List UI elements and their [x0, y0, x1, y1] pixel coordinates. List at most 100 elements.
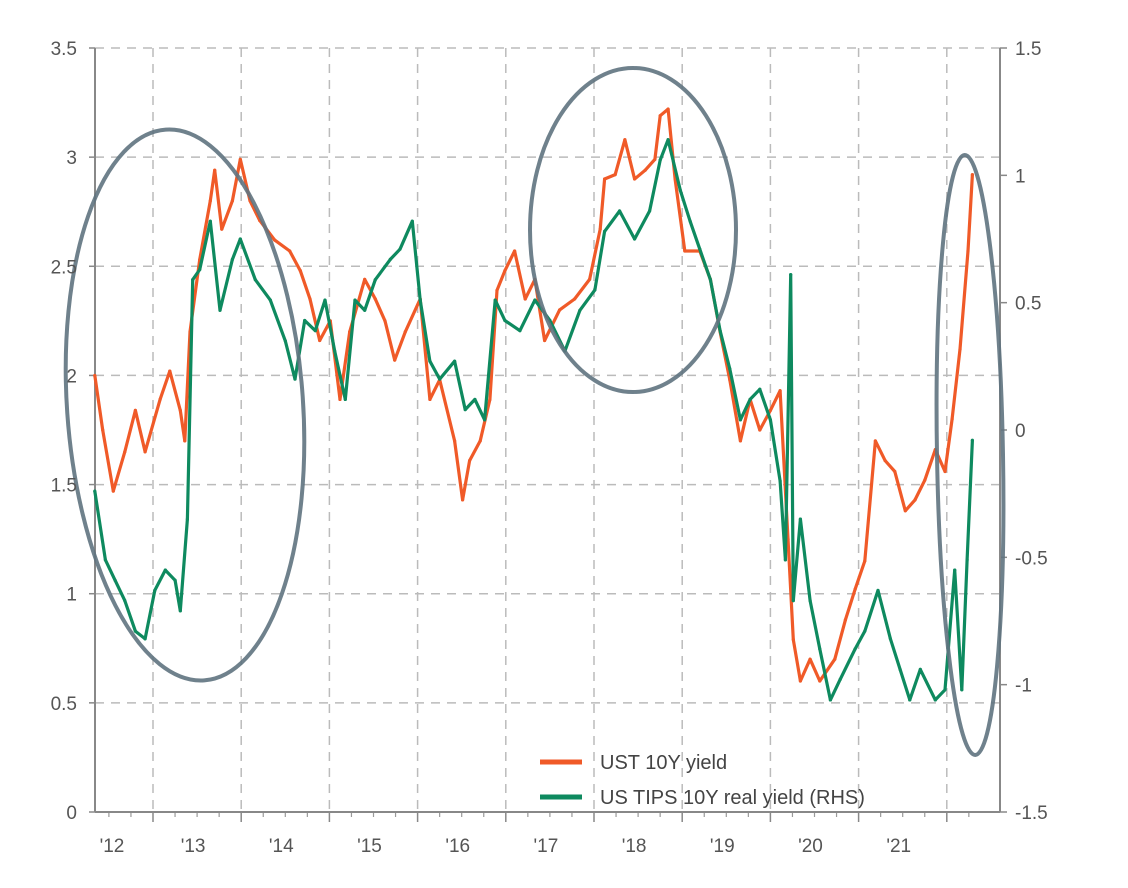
tips-data-point [218, 308, 222, 312]
ust-data-point [273, 238, 277, 242]
tips-data-point [818, 647, 822, 651]
x-tick-label: '21 [886, 836, 911, 857]
ust-data-point [653, 157, 657, 161]
tips-data-point [960, 688, 964, 692]
tips-data-point [666, 138, 670, 142]
ust-data-point [950, 417, 954, 421]
tips-data-point [518, 329, 522, 333]
tips-data-point [503, 318, 507, 323]
tips-data-point [418, 298, 422, 302]
ust-data-point [428, 397, 432, 402]
ust-data-point [587, 277, 592, 281]
ust-data-point [863, 559, 867, 563]
tips-data-point [933, 698, 937, 702]
series-lines [93, 107, 974, 702]
tips-data-point [718, 329, 722, 333]
ust-data-point [288, 249, 292, 253]
tips-data-point [191, 278, 195, 282]
tips-data-point [283, 339, 287, 343]
tips-data-point [103, 558, 107, 562]
y-left-tick-label: 3 [66, 148, 77, 169]
ust-data-point [495, 288, 499, 292]
legend-label-ust: UST 10Y yield [600, 752, 727, 774]
x-tick-label: '12 [100, 836, 125, 857]
ust-data-point [853, 587, 857, 591]
ust-data-point [338, 397, 342, 402]
tips-data-point [808, 599, 812, 603]
tips-data-point [113, 578, 117, 582]
ust-data-point [183, 439, 187, 443]
ust-data-point [683, 249, 687, 253]
ust-data-point [133, 408, 137, 412]
ust-data-point [873, 439, 877, 443]
gridlines [95, 47, 1000, 812]
highlight-ellipse-2022 [934, 153, 1006, 757]
ust-data-point [168, 369, 172, 373]
ust-data-point [572, 297, 577, 301]
tips-data-point [238, 237, 242, 241]
tips-data-point [123, 599, 127, 603]
tips-data-point [93, 489, 97, 493]
ust-data-point [453, 439, 457, 443]
x-tick-label: '17 [534, 836, 559, 857]
tips-data-point [593, 288, 597, 292]
tips-data-point [863, 629, 867, 633]
tips-data-point [533, 298, 537, 302]
tips-data-point [230, 257, 234, 261]
tips-data-point [208, 219, 212, 223]
x-tick-label: '16 [445, 836, 470, 857]
tips-data-point [133, 629, 137, 633]
axes [89, 47, 1007, 822]
ust-data-point [523, 297, 527, 301]
y-left-tick-label: 2 [66, 366, 77, 387]
ust-data-point [178, 408, 182, 412]
tips-data-point [163, 568, 167, 572]
ust-data-point [758, 428, 762, 432]
y-left-tick-label: 0.5 [51, 694, 77, 715]
y-right-tick-label: -1.5 [1015, 803, 1048, 824]
tips-data-point [965, 558, 969, 562]
tips-data-point [333, 349, 337, 353]
ust-data-point [208, 199, 212, 203]
tips-data-point [728, 367, 732, 371]
tips-data-point [768, 418, 773, 422]
ust-data-point [966, 249, 970, 253]
legend-label-tips: US TIPS 10Y real yield (RHS) [600, 787, 865, 809]
y-left-tick-label: 1.5 [51, 476, 77, 497]
ust-data-point [468, 458, 472, 463]
ust-data-point [403, 330, 407, 334]
tips-data-point [143, 637, 147, 641]
ust-data-point [602, 177, 607, 181]
ust-data-point [903, 509, 907, 513]
ust-data-point [798, 679, 802, 683]
tips-data-point [789, 273, 793, 277]
tips-data-point [493, 298, 497, 302]
ust-data-point [791, 637, 795, 642]
ust-data-point [923, 478, 927, 482]
highlight-ellipse-2012-2014 [63, 127, 307, 683]
tips-data-point [943, 688, 947, 692]
ust-data-point [632, 177, 637, 181]
ust-data-point [238, 157, 242, 161]
y-right-tick-label: 1 [1015, 166, 1026, 187]
tips-data-point [410, 219, 414, 223]
ust-data-point [363, 277, 367, 281]
tips-data-point [970, 438, 974, 442]
tips-data-point [798, 517, 802, 521]
ust-data-point [613, 173, 617, 177]
tips-data-point [708, 278, 713, 282]
ust-data-point [970, 173, 974, 177]
y-right-tick-label: 1.5 [1015, 39, 1041, 60]
tips-data-point [303, 318, 307, 323]
tips-data-point [343, 397, 347, 402]
ust-data-point [158, 397, 162, 402]
ust-data-point [913, 498, 917, 502]
tips-data-point [185, 517, 189, 521]
tips-data-point [473, 397, 477, 402]
x-tick-label: '14 [269, 836, 294, 857]
tips-data-point [373, 278, 377, 282]
ust-data-point [658, 114, 662, 118]
x-tick-label: '13 [181, 836, 206, 857]
tips-data-point [748, 397, 752, 402]
ust-data-point [298, 269, 302, 273]
